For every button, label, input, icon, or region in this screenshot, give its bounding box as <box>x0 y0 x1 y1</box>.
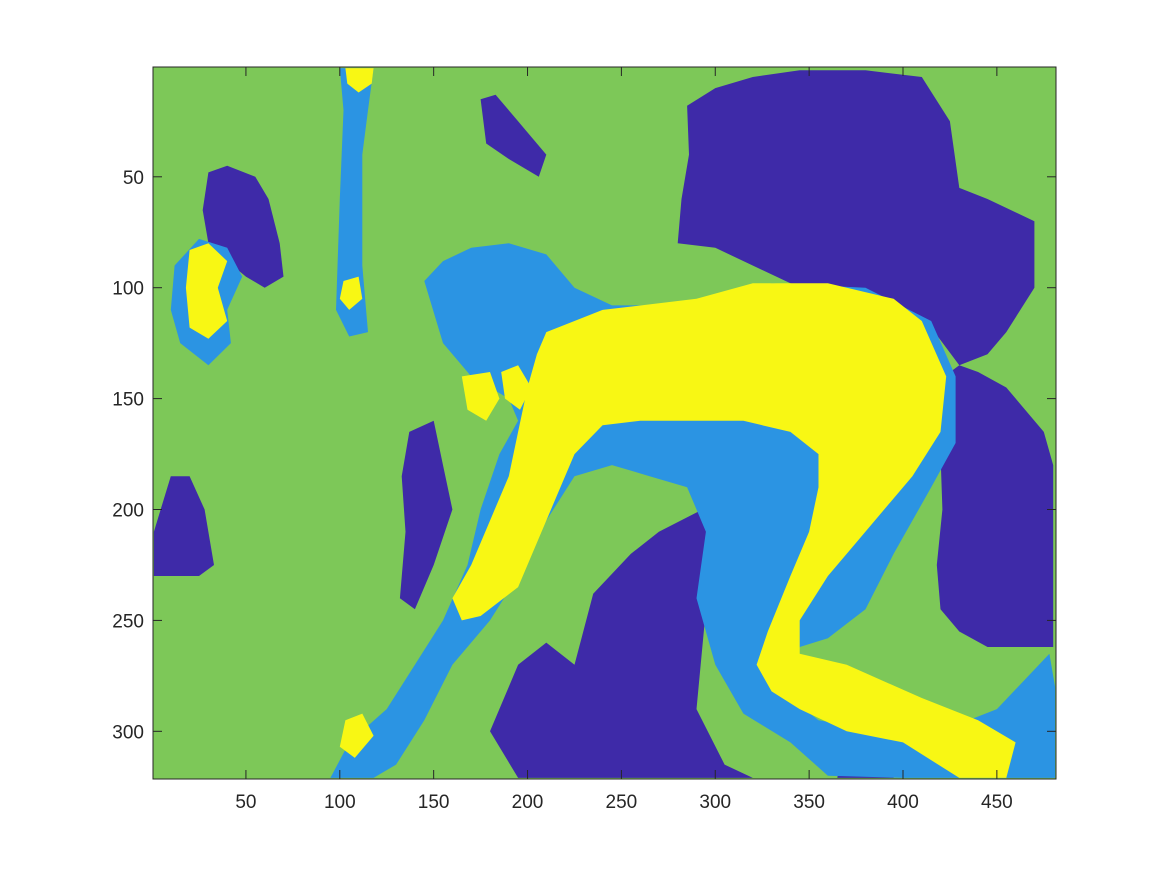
y-tick-label-250: 250 <box>112 611 144 632</box>
x-tick-label-50: 50 <box>235 792 256 813</box>
x-tick-label-200: 200 <box>512 792 544 813</box>
x-tick-label-100: 100 <box>324 792 356 813</box>
x-axis: 50 100 150 200 250 300 350 400 450 <box>235 67 1013 813</box>
region-right-dark <box>936 365 1054 647</box>
x-tick-label-450: 450 <box>981 792 1013 813</box>
region-mid-left-dark <box>399 420 453 610</box>
region-top-left-small-dark <box>480 94 547 177</box>
y-tick-label-300: 300 <box>112 722 144 743</box>
region-upper-left-dark <box>202 165 284 288</box>
x-tick-label-300: 300 <box>699 792 731 813</box>
x-tick-label-150: 150 <box>418 792 450 813</box>
region-small-yellow-d <box>339 713 374 758</box>
region-left-dark <box>153 476 214 576</box>
x-tick-label-400: 400 <box>887 792 919 813</box>
y-tick-label-150: 150 <box>112 390 144 411</box>
y-tick-label-200: 200 <box>112 501 144 522</box>
y-tick-label-50: 50 <box>123 168 144 189</box>
region-left-yellow <box>185 243 228 339</box>
region-center-bottom-dark <box>490 502 753 778</box>
region-top-yellow <box>345 68 374 93</box>
y-axis: 50 100 150 200 250 300 <box>112 168 1056 743</box>
axes-frame <box>152 66 1057 780</box>
y-tick-label-100: 100 <box>112 279 144 300</box>
region-small-yellow-b <box>461 372 500 421</box>
x-tick-label-250: 250 <box>606 792 638 813</box>
region-small-yellow-a <box>339 276 363 310</box>
heatmap-regions <box>153 68 1056 778</box>
region-small-yellow-c <box>501 365 532 410</box>
plot-area <box>153 67 1056 779</box>
region-figure-yellow <box>452 283 1016 778</box>
x-tick-label-350: 350 <box>793 792 825 813</box>
region-vertical-light <box>336 68 374 337</box>
region-upper-right-dark <box>677 70 1035 366</box>
